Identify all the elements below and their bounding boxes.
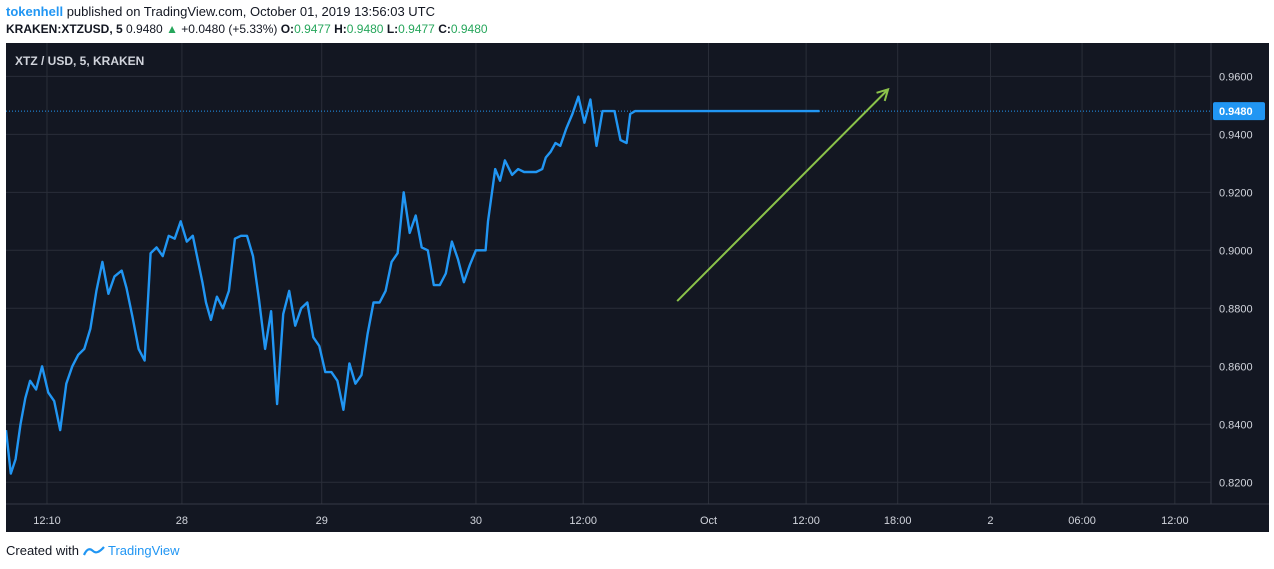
publish-line: tokenhell published on TradingView.com, … [6, 4, 435, 19]
y-tick-label: 0.8200 [1219, 477, 1253, 489]
grid-lines [6, 43, 1211, 504]
author-link[interactable]: tokenhell [6, 4, 64, 19]
trend-arrow-head [876, 87, 890, 102]
last-price-text: 0.9480 [126, 22, 163, 36]
y-tick-label: 0.9400 [1219, 129, 1253, 141]
symbol-label: KRAKEN:XTZUSD, 5 [6, 22, 123, 36]
x-tick-label: 29 [316, 515, 328, 527]
open-label: O: [280, 22, 295, 36]
chart-panel[interactable]: 0.9600 0.9400 0.9200 0.9000 0.8800 0.8600 0.84… [4, 43, 1269, 532]
x-tick-label: Oct [700, 515, 717, 527]
price-chart[interactable]: 0.9600 0.9400 0.9200 0.9000 0.8800 0.8600 0.84… [4, 43, 1269, 532]
x-tick-label: 18:00 [884, 515, 912, 527]
x-tick-label: 12:10 [33, 515, 61, 527]
high-label: H: [334, 22, 347, 36]
time-axis[interactable]: 12:10 28 29 30 12:00 Oct 12:00 18:00 2 06:00 12:00 [6, 503, 1269, 527]
price-axis[interactable]: 0.9600 0.9400 0.9200 0.9000 0.8800 0.8600 0.84… [1210, 43, 1265, 504]
chart-title: XTZ / USD, 5, KRAKEN [15, 54, 144, 68]
y-tick-label: 0.8400 [1219, 419, 1253, 431]
x-tick-label: 30 [470, 515, 482, 527]
symbol-line: KRAKEN:XTZUSD, 5 0.9480 ▲ +0.0480 (+5.33… [6, 22, 488, 36]
footer: Created with TradingView [6, 543, 180, 558]
x-tick-label: 06:00 [1068, 515, 1096, 527]
trend-arrow[interactable] [676, 88, 889, 302]
tradingview-logo-icon [82, 545, 105, 555]
y-tick-label: 0.8800 [1219, 303, 1253, 315]
change-text: +0.0480 (+5.33%) [181, 22, 278, 36]
last-price-badge-label: 0.9480 [1219, 106, 1253, 118]
tradingview-brand[interactable]: TradingView [107, 543, 180, 558]
open-value: 0.9477 [294, 22, 331, 36]
last-price-badge [1213, 102, 1265, 121]
x-tick-label: 28 [176, 515, 188, 527]
x-tick-label: 12:00 [1161, 515, 1189, 527]
y-tick-label: 0.9000 [1219, 245, 1253, 257]
x-tick-label: 12:00 [569, 515, 597, 527]
x-tick-label: 12:00 [792, 515, 820, 527]
published-text: published on TradingView.com, October 01… [63, 4, 436, 19]
close-label: C: [438, 22, 451, 36]
y-tick-label: 0.8600 [1219, 361, 1253, 373]
plot-area [4, 87, 1211, 475]
created-with-text: Created with [6, 543, 79, 558]
high-value: 0.9480 [346, 22, 384, 36]
low-value: 0.9477 [398, 22, 435, 36]
y-tick-label: 0.9200 [1219, 187, 1253, 199]
close-value: 0.9480 [450, 22, 488, 36]
x-tick-label: 2 [987, 515, 993, 527]
y-tick-label: 0.9600 [1219, 71, 1253, 83]
up-arrow-icon: ▲ [166, 22, 178, 36]
low-label: L: [386, 22, 399, 36]
price-series-line [4, 95, 820, 475]
